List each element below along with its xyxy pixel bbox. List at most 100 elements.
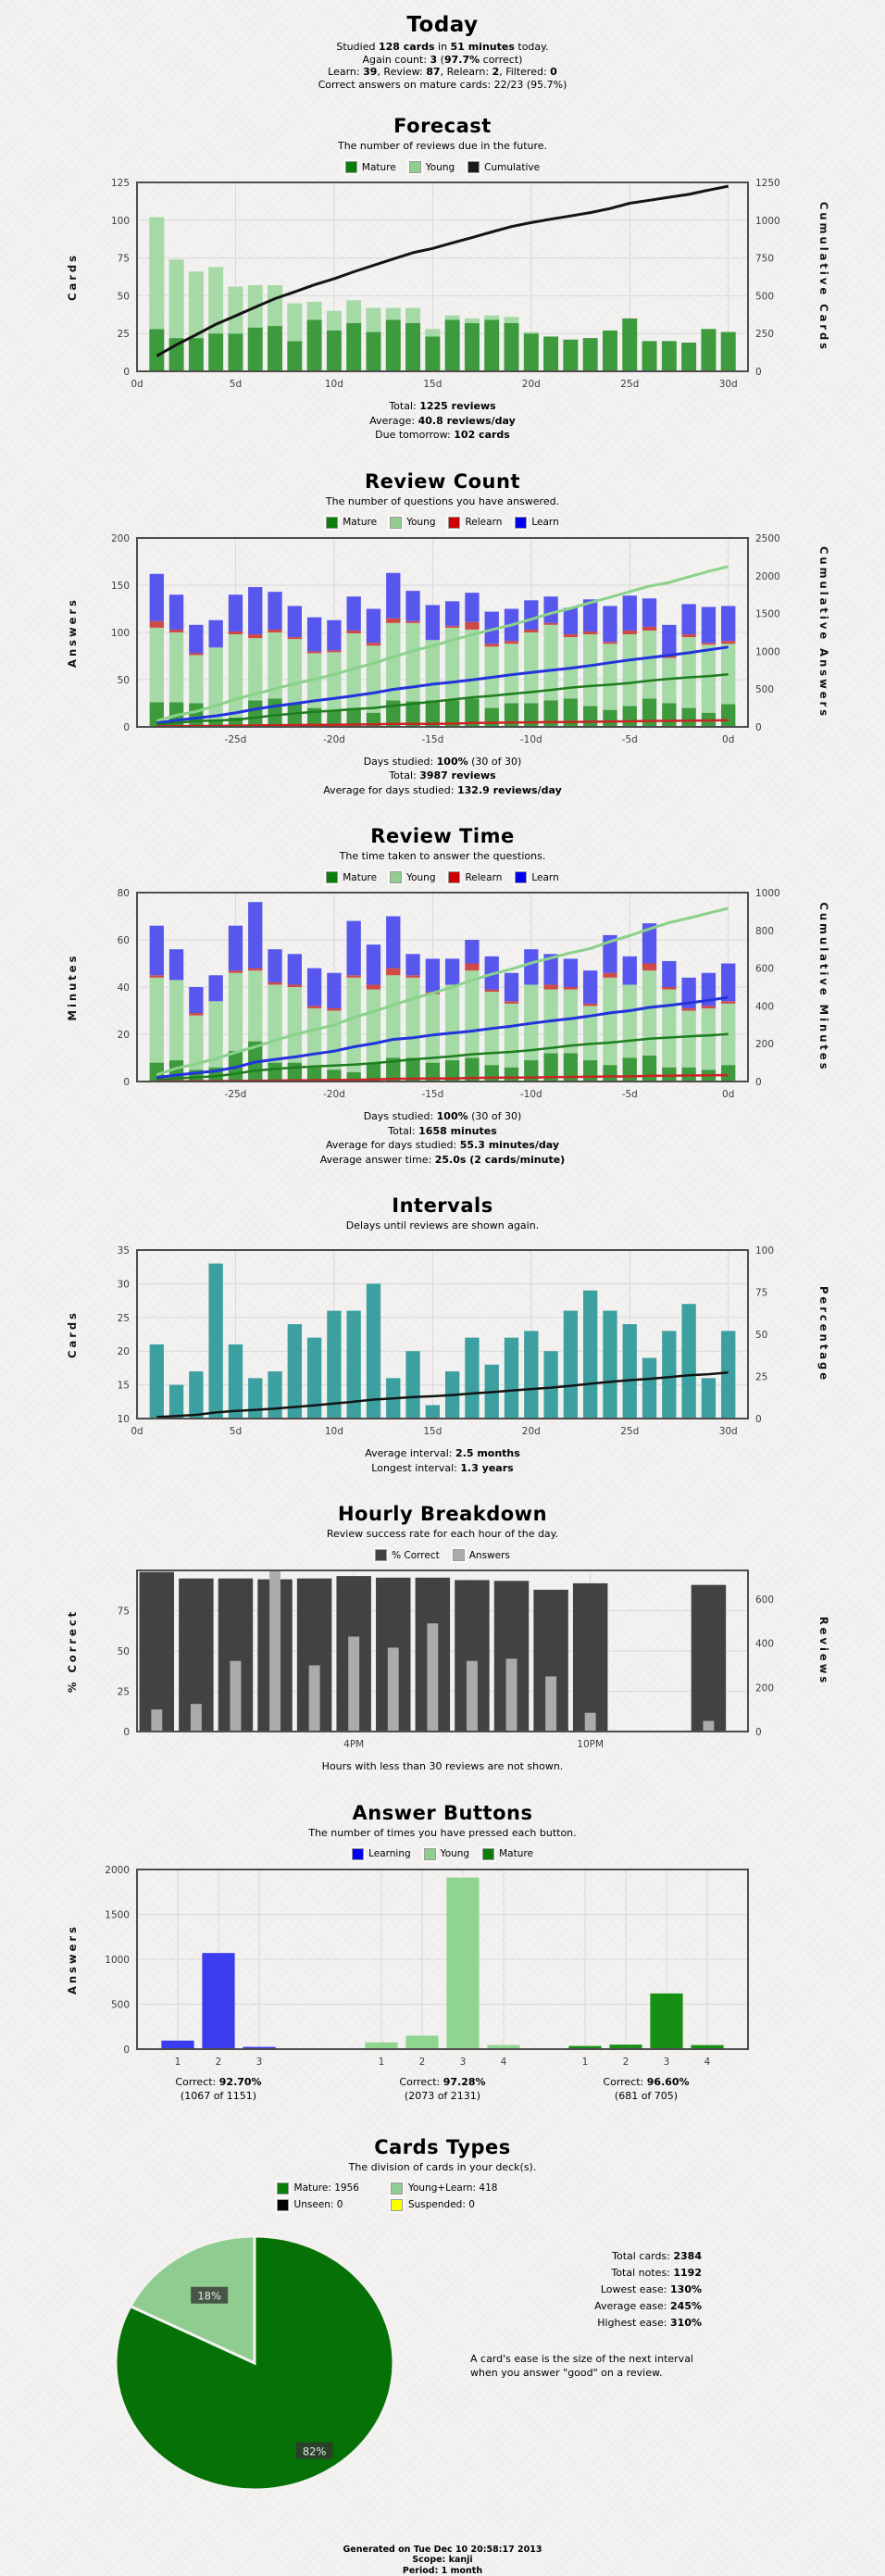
svg-text:-20d: -20d (323, 1089, 345, 1100)
svg-text:3: 3 (256, 2057, 263, 2068)
review-time-section: Review Time The time taken to answer the… (0, 825, 885, 1167)
legend-item: Learning (352, 1848, 411, 1860)
svg-text:100: 100 (111, 628, 130, 639)
svg-text:2000: 2000 (105, 1865, 130, 1876)
svg-text:30: 30 (118, 1279, 130, 1290)
svg-text:15d: 15d (423, 1426, 442, 1437)
svg-text:20: 20 (118, 1030, 130, 1041)
review-time-chart: 02040608002004006008001000-25d-20d-15d-1… (44, 885, 841, 1104)
svg-text:200: 200 (755, 1039, 774, 1050)
legend-item: Mature: 1956 (277, 2182, 359, 2195)
legend-swatch (375, 1549, 387, 1561)
svg-text:75: 75 (755, 1288, 767, 1299)
svg-text:Cumulative Answers: Cumulative Answers (817, 545, 830, 718)
svg-text:3: 3 (460, 2057, 467, 2068)
legend-swatch (453, 1549, 465, 1561)
svg-text:-15d: -15d (421, 1089, 443, 1100)
legend-item: Unseen: 0 (277, 2199, 359, 2211)
legend-swatch (515, 517, 527, 529)
svg-text:1000: 1000 (755, 646, 780, 657)
svg-text:25: 25 (118, 329, 130, 340)
svg-text:20: 20 (118, 1346, 130, 1357)
svg-text:20d: 20d (522, 1426, 541, 1437)
svg-text:1500: 1500 (755, 608, 780, 619)
legend-swatch (352, 1848, 364, 1860)
answer-buttons-correct-row: Correct: 92.70%(1067 of 1151)Correct: 97… (44, 2075, 841, 2108)
legend-item: Learn (515, 517, 558, 529)
legend-item: Mature (326, 871, 377, 883)
forecast-subtitle: The number of reviews due in the future. (0, 140, 885, 152)
svg-text:25d: 25d (620, 379, 639, 390)
svg-text:30d: 30d (719, 379, 738, 390)
svg-text:0d: 0d (131, 379, 143, 390)
review-count-stats: Days studied: 100% (30 of 30)Total: 3987… (0, 755, 885, 798)
svg-text:50: 50 (118, 675, 130, 686)
forecast-section: Forecast The number of reviews due in th… (0, 115, 885, 443)
svg-text:400: 400 (755, 1639, 774, 1650)
svg-text:10d: 10d (325, 1426, 343, 1437)
review-time-stats: Days studied: 100% (30 of 30)Total: 1658… (0, 1109, 885, 1167)
correct-rate: Correct: 96.60%(681 of 705) (603, 2075, 689, 2103)
svg-text:75: 75 (118, 1607, 130, 1618)
svg-text:0: 0 (755, 1727, 762, 1738)
svg-text:60: 60 (118, 935, 130, 946)
answer-buttons-title: Answer Buttons (0, 1802, 885, 1824)
svg-text:750: 750 (755, 254, 774, 265)
svg-text:10d: 10d (325, 379, 343, 390)
review-count-subtitle: The number of questions you have answere… (0, 495, 885, 507)
legend-item: Mature (326, 517, 377, 529)
svg-text:100: 100 (755, 1245, 774, 1257)
svg-text:Minutes: Minutes (66, 954, 79, 1021)
svg-text:2: 2 (419, 2057, 426, 2068)
svg-text:-20d: -20d (323, 734, 345, 745)
svg-text:50: 50 (118, 1646, 130, 1657)
legend-swatch (277, 2199, 289, 2211)
svg-text:600: 600 (755, 1594, 774, 1606)
hourly-breakdown-note: Hours with less than 30 reviews are not … (0, 1759, 885, 1774)
svg-text:20d: 20d (522, 379, 541, 390)
legend-item: Relearn (448, 517, 502, 529)
svg-text:125: 125 (111, 178, 130, 189)
legend-swatch (345, 161, 357, 173)
legend-swatch (482, 1848, 494, 1860)
svg-text:-25d: -25d (225, 734, 247, 745)
legend-item: Young (390, 871, 435, 883)
svg-text:800: 800 (755, 926, 774, 937)
legend-item: Young (390, 517, 435, 529)
svg-text:500: 500 (755, 684, 774, 695)
review-count-chart: 05010015020005001000150020002500-25d-20d… (44, 531, 841, 749)
svg-text:2000: 2000 (755, 570, 780, 581)
svg-text:0d: 0d (131, 1426, 143, 1437)
today-title: Today (0, 13, 885, 37)
legend-swatch (326, 517, 338, 529)
svg-text:1: 1 (175, 2057, 181, 2068)
svg-text:10PM: 10PM (577, 1739, 604, 1750)
legend-item: Mature (482, 1848, 533, 1860)
svg-text:-5d: -5d (622, 1089, 638, 1100)
forecast-title: Forecast (0, 115, 885, 137)
svg-text:4: 4 (704, 2057, 711, 2068)
legend-swatch (448, 871, 460, 883)
svg-text:1500: 1500 (105, 1909, 130, 1920)
svg-text:Answers: Answers (66, 1924, 79, 1995)
review-count-legend: Mature Young Relearn Learn (0, 517, 885, 529)
cards-types-section: Cards Types The division of cards in you… (0, 2136, 885, 2502)
legend-swatch (391, 2182, 403, 2195)
intervals-subtitle: Delays until reviews are shown again. (0, 1219, 885, 1232)
answer-buttons-subtitle: The number of times you have pressed eac… (0, 1827, 885, 1839)
svg-text:0: 0 (123, 1727, 130, 1738)
svg-text:Percentage: Percentage (817, 1286, 830, 1382)
svg-text:250: 250 (755, 329, 774, 340)
cards-types-pie-chart: 82%18% (56, 2224, 444, 2502)
svg-text:1000: 1000 (755, 216, 780, 227)
svg-text:3: 3 (664, 2057, 670, 2068)
svg-text:1000: 1000 (105, 1955, 130, 1966)
svg-text:Answers: Answers (66, 597, 79, 668)
legend-swatch (391, 2199, 403, 2211)
intervals-section: Intervals Delays until reviews are shown… (0, 1194, 885, 1475)
svg-text:-25d: -25d (225, 1089, 247, 1100)
svg-text:0: 0 (123, 722, 130, 733)
svg-text:Reviews: Reviews (817, 1617, 830, 1685)
